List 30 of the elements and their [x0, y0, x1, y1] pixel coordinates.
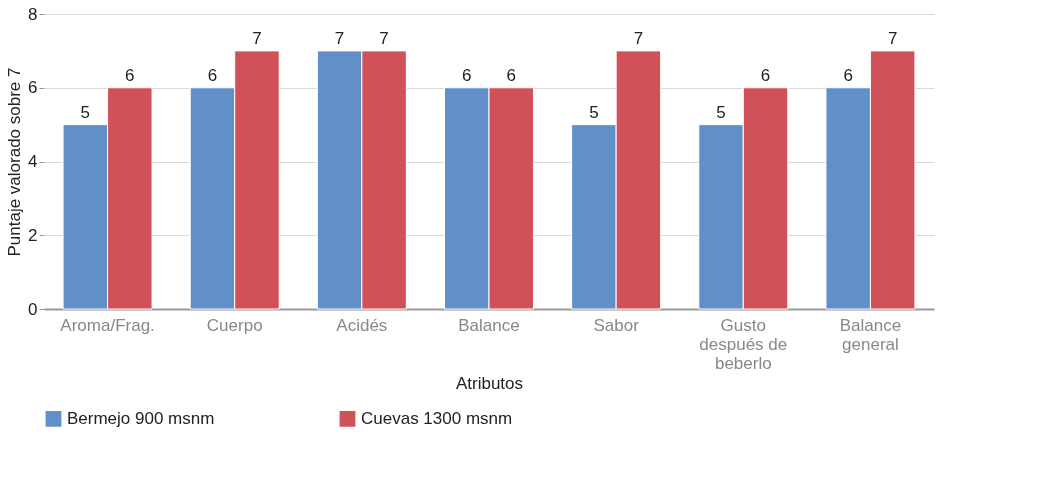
x-tick-label: Balance [458, 315, 520, 335]
y-tick-label: 4 [28, 152, 38, 171]
legend-label: Bermejo 900 msnm [67, 408, 215, 428]
x-tick-label: Balance general [839, 315, 902, 354]
y-tick-label: 0 [28, 299, 38, 319]
data-label: 6 [843, 65, 853, 85]
y-tick-label: 6 [28, 78, 38, 98]
y-tick-label: 8 [28, 4, 38, 24]
x-tick-label: Acidés [336, 315, 388, 335]
x-tick-label: Aroma/Frag. [60, 315, 155, 335]
data-label: 7 [252, 28, 262, 48]
data-label: 5 [80, 102, 91, 122]
data-label: 6 [125, 65, 135, 85]
data-label: 7 [379, 28, 389, 48]
x-tick-label: Cuerpo [206, 315, 263, 335]
x-tick-label: Gusto después de beberlo [699, 315, 788, 373]
x-tick-label: Sabor [593, 315, 640, 335]
data-label: 7 [334, 28, 345, 48]
data-label: 6 [760, 65, 771, 85]
legend-label: Cuevas 1300 msnm [361, 408, 513, 428]
data-label: 5 [589, 102, 599, 122]
data-label: 6 [462, 65, 472, 85]
data-label: 5 [716, 102, 726, 122]
data-label: 7 [887, 28, 898, 48]
data-label: 7 [633, 28, 644, 48]
y-tick-label: 2 [28, 225, 38, 245]
data-label: 6 [506, 65, 516, 85]
x-axis-title: Atributos [455, 373, 524, 393]
data-label: 6 [207, 65, 218, 85]
y-axis-title: Puntaje valorado sobre 7 [5, 67, 25, 257]
